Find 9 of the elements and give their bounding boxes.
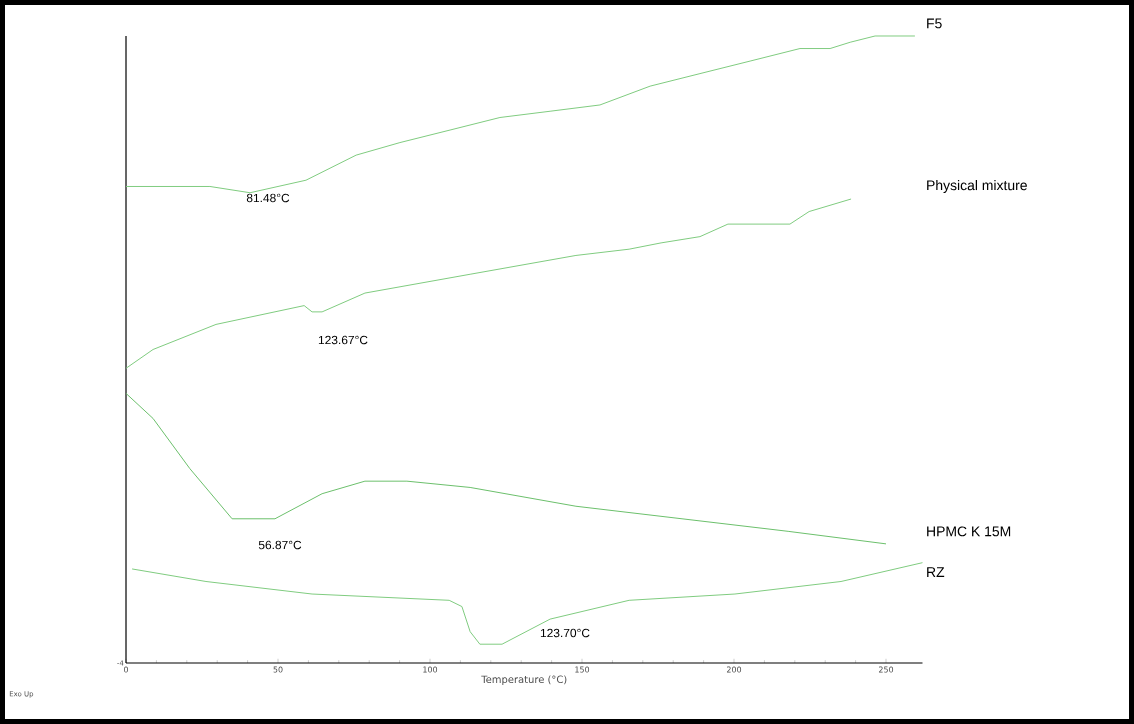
annotation: 123.67°C: [318, 335, 368, 345]
annotation: 56.87°C: [258, 540, 302, 550]
text: HPMC K 15M: [927, 526, 1011, 537]
annotation: 123.70°C: [540, 628, 590, 638]
text: Physical mixture: [927, 179, 1027, 193]
x-axis-title: Temperature (°C): [481, 675, 567, 686]
annotation: 81.48°C: [246, 193, 290, 203]
series-label: RZ: [927, 567, 945, 577]
series-label: F5: [927, 18, 942, 29]
